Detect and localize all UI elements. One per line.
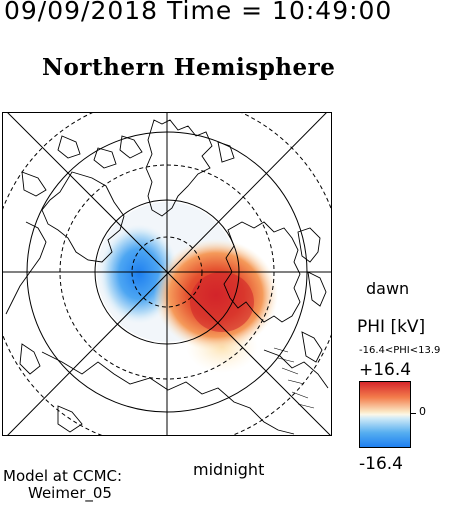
meridian-lines	[2, 112, 332, 436]
model-credit-line2: Weimer_05	[28, 484, 112, 502]
legend-zero-tick	[410, 413, 416, 414]
timestamp: 09/09/2018 Time = 10:49:00	[4, 0, 393, 25]
legend-title: PHI [kV]	[357, 317, 426, 337]
legend-max-label: +16.4	[359, 360, 412, 380]
legend-zero-label: 0	[419, 405, 426, 418]
polar-map	[2, 112, 332, 436]
legend-range: -16.4<PHI<13.9	[359, 345, 441, 356]
dawn-label: dawn	[366, 279, 410, 298]
map-title: Northern Hemisphere	[42, 54, 336, 81]
model-credit-line1: Model at CCMC:	[3, 467, 123, 485]
coastlines	[5, 119, 329, 435]
legend-min-label: -16.4	[359, 454, 403, 474]
coastline-detail	[273, 347, 315, 409]
color-scale-bar	[359, 381, 411, 448]
midnight-label: midnight	[193, 460, 265, 479]
